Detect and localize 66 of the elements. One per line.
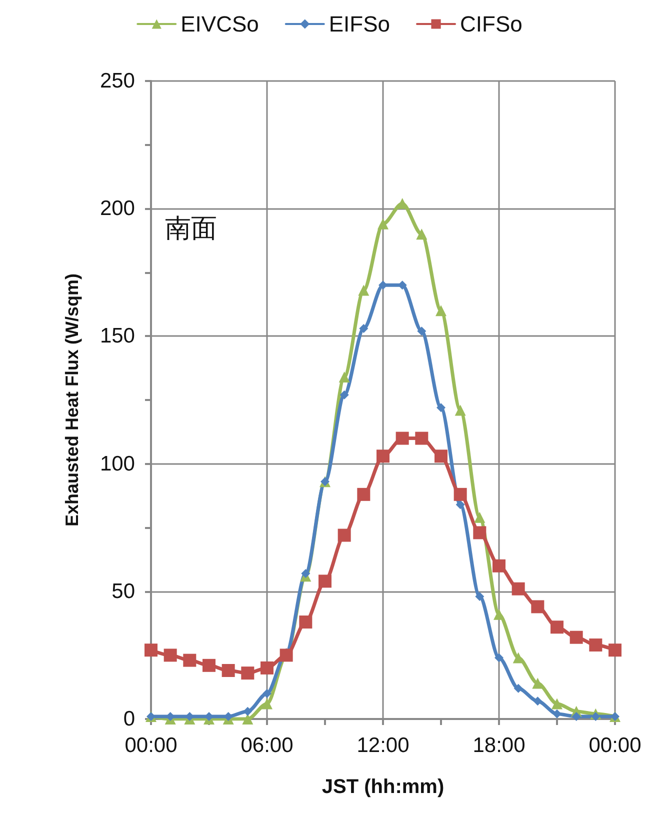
- point: [514, 684, 523, 693]
- point: [416, 228, 428, 240]
- point: [243, 706, 252, 716]
- y-tick-label: 50: [112, 580, 135, 603]
- point: [301, 569, 310, 578]
- legend-label: CIFSo: [460, 12, 522, 36]
- point: [456, 500, 465, 510]
- y-axis-title: Exhausted Heat Flux (W/sqm): [62, 273, 82, 527]
- point: [183, 654, 196, 667]
- x-axis-title: JST (hh:mm): [322, 776, 444, 798]
- point: [436, 305, 446, 316]
- point: [415, 432, 428, 445]
- y-tick-label: 0: [123, 708, 135, 730]
- legend-label: EIFSo: [328, 12, 390, 36]
- point: [318, 574, 332, 588]
- annotation: 南面: [165, 213, 217, 243]
- point: [376, 450, 390, 463]
- point: [531, 600, 544, 614]
- point: [454, 488, 467, 501]
- point: [572, 712, 581, 721]
- point: [164, 648, 177, 662]
- x-tick-label: 00:00: [124, 734, 178, 757]
- point: [475, 592, 484, 602]
- point: [340, 390, 349, 400]
- point: [378, 218, 388, 230]
- point: [299, 616, 312, 629]
- point: [473, 526, 486, 540]
- point: [608, 644, 622, 657]
- y-tick-label: 150: [100, 324, 135, 348]
- legend-label: EIVCSo: [180, 12, 259, 36]
- point: [242, 714, 254, 724]
- point: [338, 528, 351, 542]
- point: [550, 620, 564, 634]
- point: [338, 372, 350, 383]
- point: [396, 432, 409, 445]
- point: [570, 630, 583, 644]
- y-tick-label: 100: [100, 452, 135, 476]
- point: [260, 661, 274, 674]
- point: [144, 644, 158, 657]
- y-tick-label: 250: [100, 70, 135, 92]
- point: [359, 324, 368, 334]
- point: [454, 404, 466, 416]
- point: [434, 450, 448, 463]
- point: [417, 326, 426, 336]
- point: [262, 698, 272, 710]
- x-tick-label: 12:00: [356, 734, 410, 757]
- point: [552, 698, 562, 710]
- point: [533, 696, 542, 706]
- point: [492, 559, 506, 572]
- point: [241, 666, 254, 680]
- point: [222, 664, 235, 678]
- x-tick-label: 18:00: [472, 734, 526, 757]
- point: [494, 653, 504, 662]
- point: [512, 582, 525, 596]
- point: [591, 712, 600, 721]
- point: [474, 512, 486, 523]
- point: [358, 284, 370, 296]
- point: [357, 488, 370, 501]
- point: [262, 688, 272, 698]
- point: [532, 678, 544, 689]
- point: [589, 638, 602, 652]
- x-tick-label: 00:00: [588, 734, 642, 757]
- point: [202, 658, 216, 672]
- point: [436, 403, 446, 412]
- y-tick-label: 200: [100, 197, 135, 220]
- x-tick-label: 06:00: [240, 734, 294, 757]
